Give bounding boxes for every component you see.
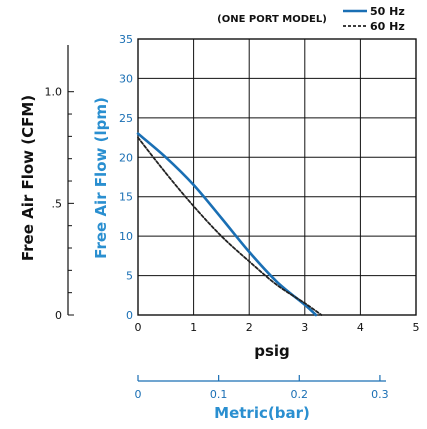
x-tick-label: 3: [301, 321, 308, 334]
series-line-60hz: [137, 136, 323, 316]
x-tick-label: 5: [413, 321, 420, 334]
y-axis-title: Free Air Flow (lpm): [92, 97, 110, 259]
y-tick-label: 35: [119, 33, 133, 46]
legend: 50 Hz 60 Hz: [343, 5, 405, 33]
legend-label-50hz: 50 Hz: [370, 5, 405, 18]
metric-tick-label: 0.2: [291, 388, 309, 401]
model-annotation: (ONE PORT MODEL): [217, 14, 327, 25]
y-tick-label: 30: [119, 72, 133, 85]
y-tick-label: 10: [119, 230, 133, 243]
plot-frame: [137, 38, 417, 316]
metric-tick-label: 0.3: [371, 388, 389, 401]
metric-tick-label: 0.1: [210, 388, 228, 401]
legend-label-60hz: 60 Hz: [370, 20, 405, 33]
plot-grid: [137, 38, 417, 316]
y-tick-label: 20: [119, 151, 133, 164]
y-tick-label: 0: [126, 309, 133, 322]
cfm-tick-label: 0: [55, 309, 62, 322]
y-tick-label: 25: [119, 112, 133, 125]
cfm-axis: 0 .5 1.0: [45, 45, 74, 322]
data-series: [136, 132, 323, 317]
y-tick-label: 5: [126, 270, 133, 283]
cfm-tick-label: 1.0: [45, 86, 63, 99]
cfm-tick-label: .5: [52, 197, 63, 210]
x-tick-labels: 0 1 2 3 4 5: [135, 321, 420, 334]
metric-axis-title: Metric(bar): [214, 404, 310, 422]
x-tick-label: 0: [135, 321, 142, 334]
series-line-50hz: [136, 132, 318, 317]
x-tick-label: 2: [246, 321, 253, 334]
x-axis-title: psig: [254, 342, 290, 360]
y-tick-label: 15: [119, 191, 133, 204]
y-tick-labels: 0 5 10 15 20 25 30 35: [119, 33, 133, 322]
x-tick-label: 1: [190, 321, 197, 334]
metric-tick-label: 0: [135, 388, 142, 401]
x-tick-label: 4: [357, 321, 364, 334]
cfm-axis-title: Free Air Flow (CFM): [19, 95, 37, 261]
metric-axis: 0 0.1 0.2 0.3: [135, 375, 389, 401]
